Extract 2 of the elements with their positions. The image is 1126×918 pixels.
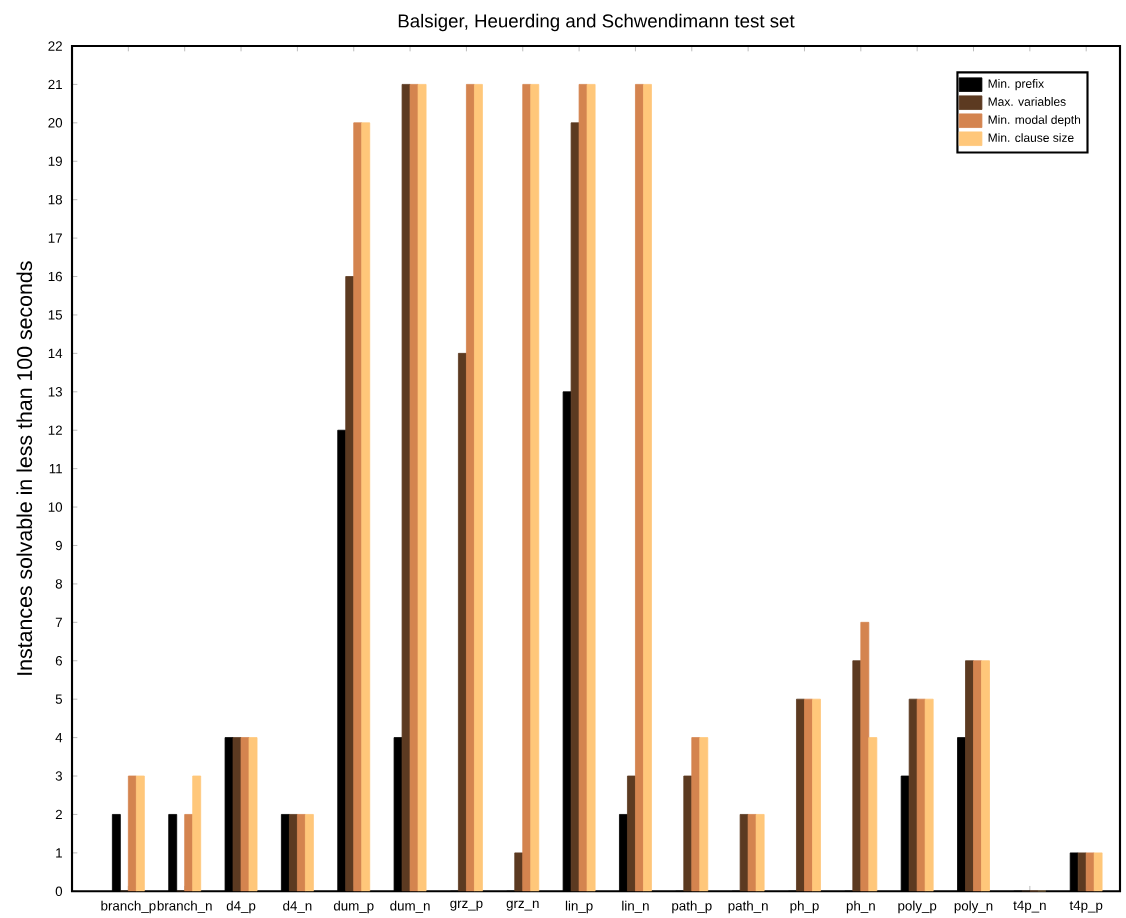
y-axis-title: Instances solvable in less than 100 seconds bbox=[16, 261, 33, 675]
chart-title: Balsiger, Heuerding and Schwendimann test set bbox=[398, 13, 795, 32]
